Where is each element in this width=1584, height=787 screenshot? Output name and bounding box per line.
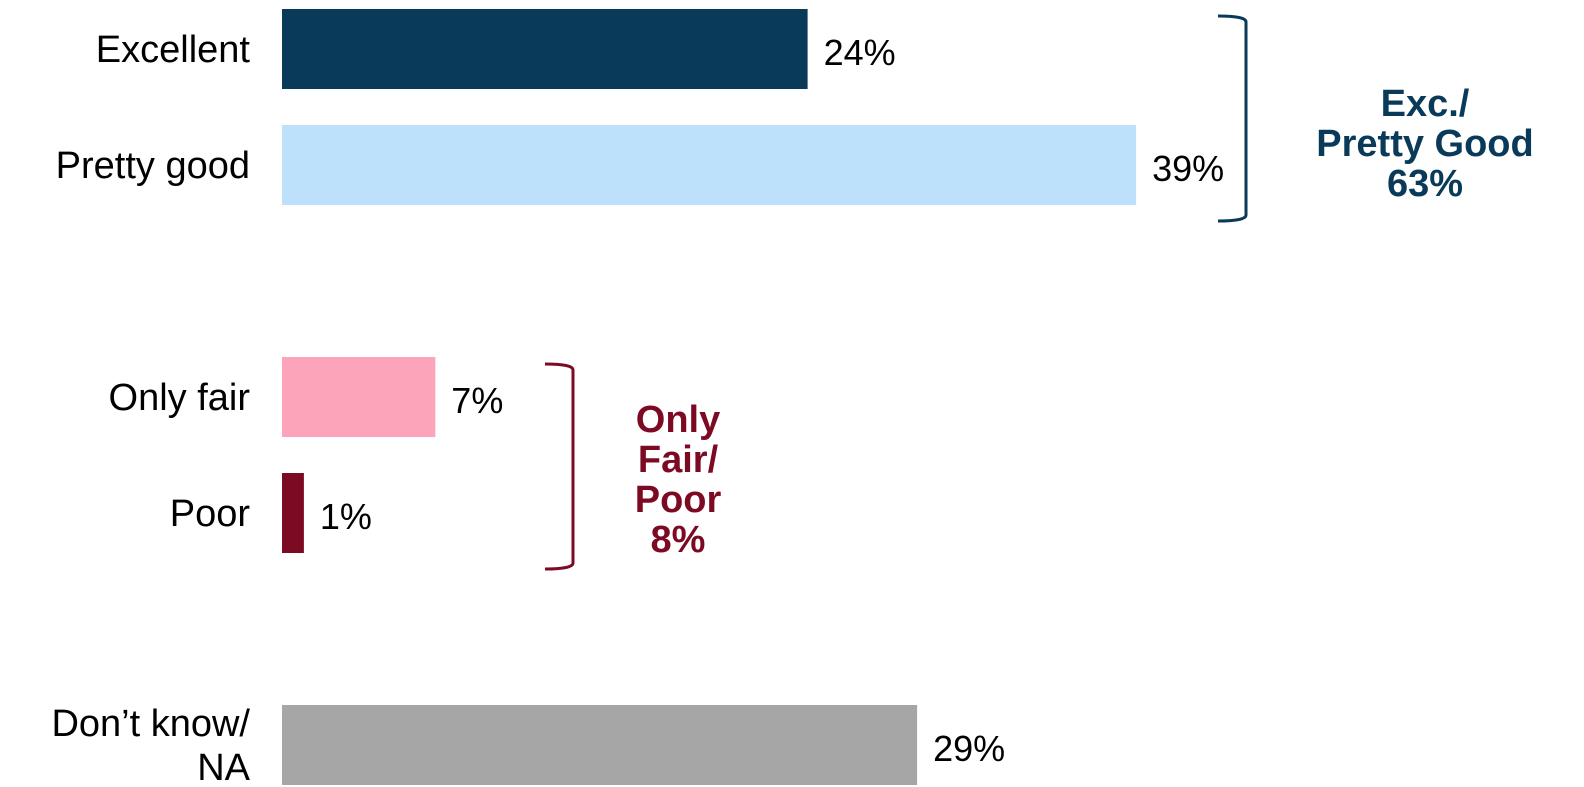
labels-layer: Excellent 24% Pretty good 39% Only fair 7% Poo… [51,29,1224,787]
bar-excellent [282,9,808,89]
group-label-0: Exc./Pretty Good 63% [1316,83,1533,205]
bar-only-fair [282,357,436,437]
value-label-excellent: 24% [824,32,896,73]
category-label-pretty-good: Pretty good [56,145,250,187]
category-label-don-t-know-na: Don’t know/NA [51,703,250,787]
category-label-poor: Poor [170,493,251,535]
group-bracket-0 [1217,14,1248,223]
bar-poor [282,473,304,553]
value-label-don-t-know-na: 29% [933,728,1005,769]
value-label-only-fair: 7% [451,380,503,421]
value-label-poor: 1% [320,496,372,537]
category-label-only-fair: Only fair [109,377,251,419]
bar-pretty-good [282,125,1137,205]
group-bracket-1 [544,362,575,571]
group-brackets-layer: Exc./Pretty Good 63% Only Fair/Poor 8% [544,14,1534,571]
bar-don-t-know-na [282,705,918,785]
value-label-pretty-good: 39% [1152,148,1224,189]
bars-layer [282,9,1137,785]
category-label-excellent: Excellent [96,29,251,71]
group-label-1: Only Fair/Poor 8% [635,399,722,561]
